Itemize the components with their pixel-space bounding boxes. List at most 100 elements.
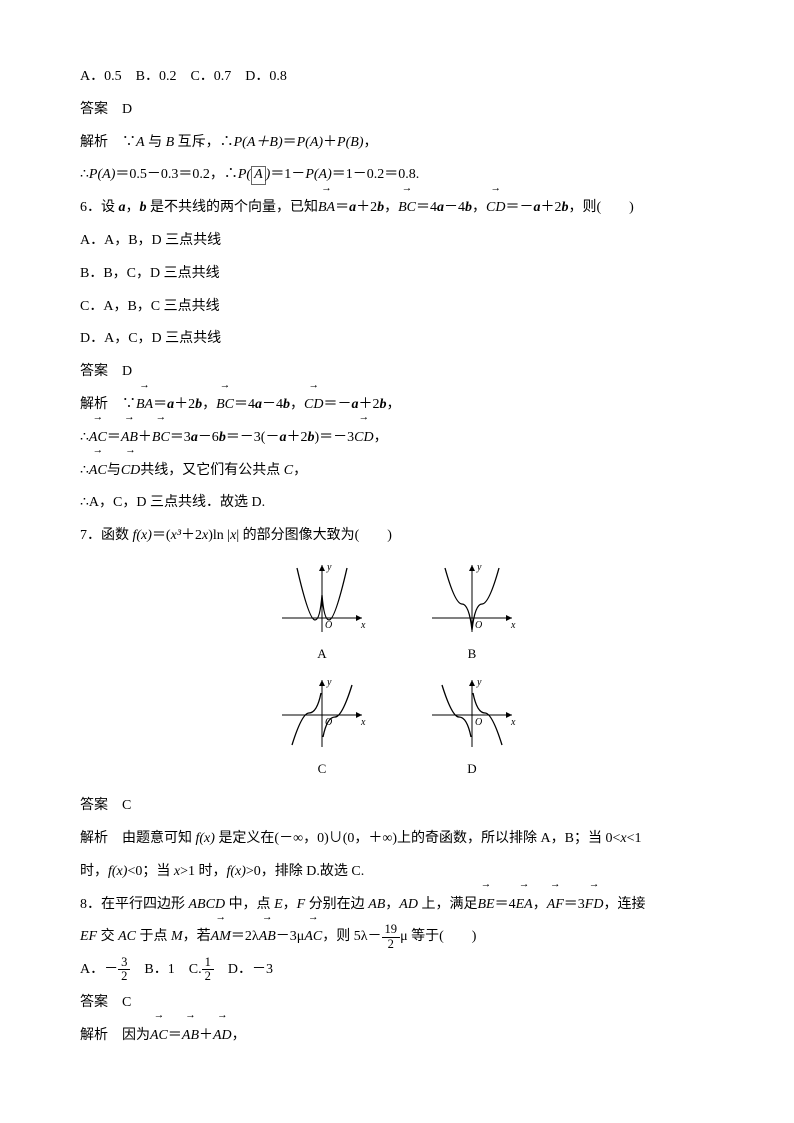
text: ＋2 [286, 430, 307, 445]
graph-D-svg: x y O [427, 675, 517, 753]
text: ，连接 [603, 897, 645, 912]
text: >1 时， [180, 864, 226, 879]
text: ， [290, 397, 304, 412]
vec-BC: BC [216, 390, 234, 421]
text: ＝( [152, 528, 171, 543]
b: b [283, 397, 290, 412]
text: ＝－ [323, 397, 351, 412]
q6-analysis-1: 解析 ∵BA＝a＋2b，BC＝4a－4b，CD＝－a＋2b， [80, 390, 714, 421]
q8-answer: 答案 C [80, 988, 714, 1019]
q6-stem: 6．设 a，b 是不共线的两个向量，已知BA＝a＋2b，BC＝4a－4b，CD＝… [80, 193, 714, 224]
axis-O: O [325, 620, 332, 631]
text: ＋2 [356, 200, 377, 215]
text: ＝ [107, 430, 121, 445]
text: ＋2 [358, 397, 379, 412]
axis-x: x [360, 620, 366, 631]
text: ， [374, 430, 388, 445]
vec-a: a [119, 200, 126, 215]
text: ＝ [283, 135, 297, 150]
vec-AB: AB [259, 922, 276, 953]
text: >0，排除 D.故选 C. [246, 864, 364, 879]
text: ＝ [335, 200, 349, 215]
text: ，则( ) [568, 200, 633, 215]
vec-AC: AC [150, 1021, 168, 1052]
text: )＝－3 [314, 430, 354, 445]
text: 分别在边 [305, 897, 368, 912]
text: ， [126, 200, 140, 215]
vec-CD: CD [304, 390, 323, 421]
text: ， [386, 397, 400, 412]
analysis-label: 解析 [80, 135, 122, 150]
text: ＝1－0.2＝0.8. [332, 167, 420, 182]
text: 中，点 [225, 897, 274, 912]
text: μ 等于( ) [400, 929, 476, 944]
ABCD: ABCD [189, 897, 226, 912]
vec-BA: BA [136, 390, 153, 421]
text: 6．设 [80, 200, 119, 215]
optA: A．－ [80, 962, 118, 977]
text: 解析 由题意可知 [80, 831, 196, 846]
graph-C-label: C [277, 755, 367, 784]
vec-EA: EA [516, 890, 533, 921]
vec-AM: AM [211, 922, 231, 953]
text: ＝4 [416, 200, 437, 215]
fx: f(x) [196, 831, 215, 846]
text: 与 [145, 135, 166, 150]
fx: f(x) [226, 864, 245, 879]
a: a [255, 397, 262, 412]
text: ＝4 [234, 397, 255, 412]
PB: P(B) [337, 135, 363, 150]
q7-graphs: x y O A x y O B [80, 560, 714, 783]
text: －6 [198, 430, 219, 445]
text: ，若 [183, 929, 211, 944]
text: ＝2λ [231, 929, 259, 944]
AB: AB [368, 897, 385, 912]
var-B: B [166, 135, 175, 150]
vec-CD: CD [354, 423, 373, 454]
vec-BC: BC [152, 423, 170, 454]
a: a [191, 430, 198, 445]
vec-AB: AB [182, 1021, 199, 1052]
a: a [437, 200, 444, 215]
q6-optB: B．B，C，D 三点共线 [80, 259, 714, 290]
PAB: P(A＋B) [234, 135, 283, 150]
text: 互斥，∴ [174, 135, 234, 150]
q7-analysis-1: 解析 由题意可知 f(x) 是定义在(－∞，0)∪(0，＋∞)上的奇函数，所以排… [80, 824, 714, 855]
PAbar-open: P( [238, 167, 251, 182]
text: ， [232, 1028, 246, 1043]
fx: f(x) [108, 864, 127, 879]
analysis-label: 解析 因为 [80, 1028, 150, 1043]
q8-options: A．－32 B．1 C.12 D．－3 [80, 955, 714, 986]
text: 7．函数 [80, 528, 133, 543]
graph-D: x y O D [427, 675, 517, 784]
q6-analysis-4: ∴A，C，D 三点共线．故选 D. [80, 488, 714, 519]
text: ＝1－ [270, 167, 305, 182]
axis-y: y [326, 562, 332, 573]
text: ， [363, 135, 377, 150]
graph-C: x y O <повед d=""/> C [277, 675, 367, 784]
x3: x³ [171, 528, 181, 543]
axis-x: x [510, 620, 516, 631]
text: －4 [444, 200, 465, 215]
text: ， [472, 200, 486, 215]
text: ＝ [168, 1028, 182, 1043]
text: ＋2 [174, 397, 195, 412]
text: 上，满足 [418, 897, 478, 912]
vec-AC: AC [89, 456, 107, 487]
q6-analysis-2: ∴AC＝AB＋BC＝3a－6b＝－3(－a＋2b)＝－3CD， [80, 423, 714, 454]
text: <0；当 [127, 864, 173, 879]
vec-AD: AD [213, 1021, 232, 1052]
PA: P(A) [305, 167, 331, 182]
text: ， [283, 897, 297, 912]
text: ，则 5λ－ [322, 929, 381, 944]
E: E [274, 897, 283, 912]
vec-FD: FD [585, 890, 604, 921]
vec-AC: AC [304, 922, 322, 953]
graph-row-2: x y O <повед d=""/> C x y O D [80, 675, 714, 784]
b: b [219, 430, 226, 445]
q7-analysis-2: 时，f(x)<0；当 x>1 时，f(x)>0，排除 D.故选 C. [80, 857, 714, 888]
text: ＝－3(－ [226, 430, 280, 445]
text: 于点 [136, 929, 171, 944]
graph-A-label: A [277, 640, 367, 669]
text: ＝ [153, 397, 167, 412]
